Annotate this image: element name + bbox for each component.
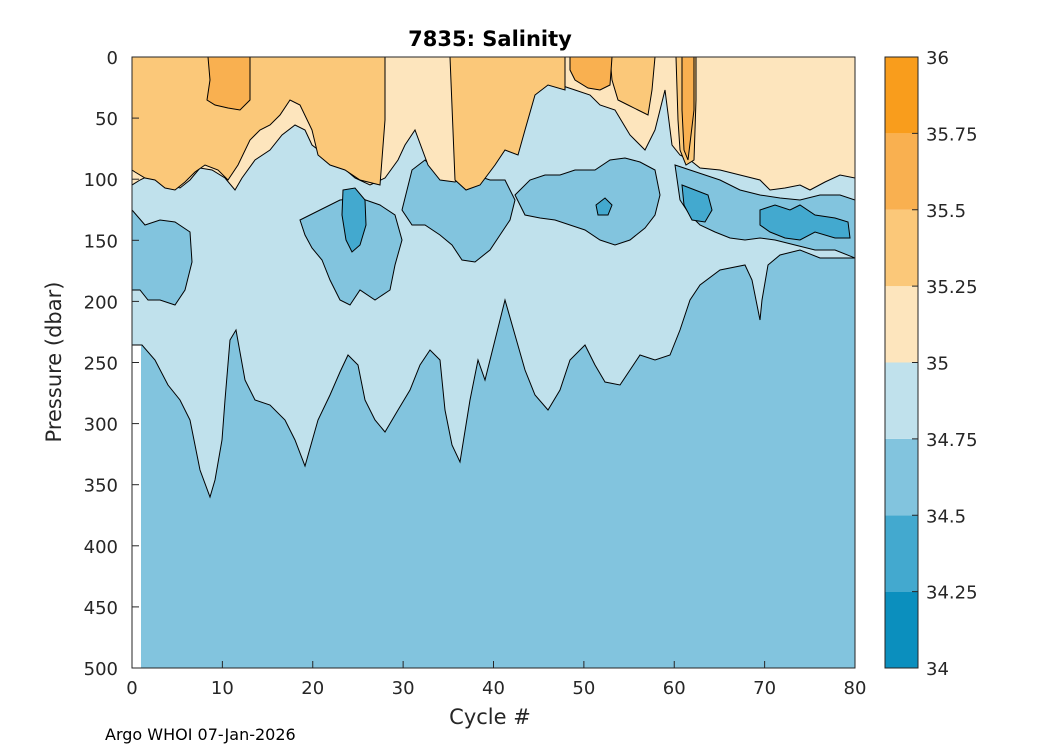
colorbar-label: 34 [926, 659, 949, 680]
y-tick-label: 500 [84, 659, 118, 680]
colorbar-label: 34.25 [926, 583, 978, 604]
y-tick-label: 450 [84, 598, 118, 619]
pocket-salty-1 [206, 57, 251, 111]
pocket-salty-2 [569, 57, 613, 91]
pocket-salty-3 [681, 57, 695, 161]
colorbar-label: 35.25 [926, 277, 978, 298]
pocket-deep-1 [341, 187, 367, 253]
y-tick-label: 350 [84, 476, 118, 497]
axis-ticks: 0 10 20 30 40 50 60 70 80 0 50 100 150 200 250 300 350 40… [84, 48, 867, 699]
pocket-deep-2 [681, 184, 713, 223]
colorbar-label: 35 [926, 354, 949, 375]
y-tick-label: 150 [84, 231, 118, 252]
colorbar: 34 34.25 34.5 34.75 35 35.25 35.5 35.75 36 [884, 48, 978, 680]
pocket-1 [132, 209, 193, 306]
y-tick-label: 200 [84, 292, 118, 313]
colorbar-swatch [885, 362, 918, 439]
x-tick-label: 80 [844, 678, 867, 699]
y-tick-label: 300 [84, 415, 118, 436]
colorbar-swatch [885, 57, 918, 134]
y-tick-label: 250 [84, 354, 118, 375]
band-34.75-35 [132, 57, 855, 499]
colorbar-swatch [885, 133, 918, 210]
colorbar-swatch [885, 591, 918, 668]
contour-field [132, 57, 855, 668]
x-tick-label: 30 [392, 678, 415, 699]
band-35.25-35.5-c [609, 57, 656, 116]
footer-credit: Argo WHOI 07-Jan-2026 [105, 725, 296, 744]
band-35.25-35.5 [132, 57, 386, 191]
y-tick-label: 400 [84, 537, 118, 558]
band-35.25-35.5-b [449, 57, 566, 191]
colorbar-swatch [885, 515, 918, 592]
y-axis-title: Pressure (dbar) [42, 282, 66, 443]
x-axis-title: Cycle # [449, 705, 531, 729]
x-tick-label: 0 [126, 678, 137, 699]
colorbar-swatch [885, 209, 918, 287]
colorbar-label: 34.75 [926, 430, 978, 451]
chart-title: 7835: Salinity [408, 27, 572, 51]
colorbar-swatch [885, 286, 918, 363]
colorbar-label: 36 [926, 48, 949, 69]
x-tick-label: 60 [663, 678, 686, 699]
x-tick-label: 70 [753, 678, 776, 699]
x-tick-label: 10 [211, 678, 234, 699]
colorbar-label: 35.75 [926, 124, 978, 145]
y-tick-label: 50 [95, 109, 118, 130]
x-tick-label: 20 [301, 678, 324, 699]
colorbar-swatch [885, 438, 918, 516]
x-tick-label: 50 [572, 678, 595, 699]
y-tick-label: 100 [84, 170, 118, 191]
pocket-deep-3 [759, 204, 851, 241]
x-tick-label: 40 [482, 678, 505, 699]
colorbar-label: 34.5 [926, 506, 966, 527]
y-tick-label: 0 [107, 48, 118, 69]
colorbar-label: 35.5 [926, 201, 966, 222]
pocket-4 [514, 157, 661, 246]
pocket-deep-4 [595, 197, 613, 216]
